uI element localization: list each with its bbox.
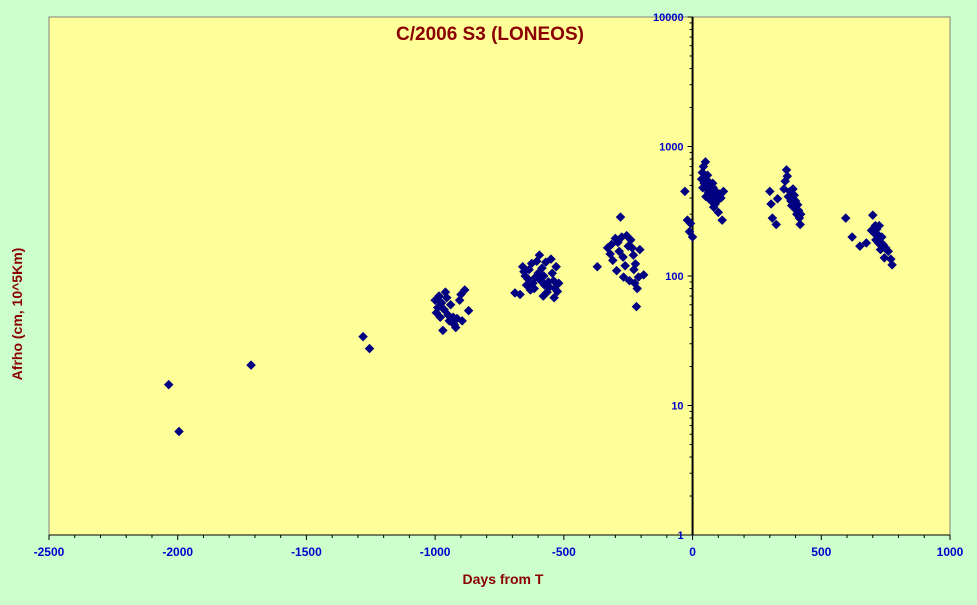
data-point: [717, 215, 728, 225]
y-tick-label: 10000: [653, 12, 684, 24]
data-point: [358, 331, 368, 342]
y-axis-label: Afrho (cm, 10^5Km): [9, 248, 25, 381]
data-point: [618, 272, 629, 282]
data-point: [445, 299, 456, 310]
data-point: [718, 186, 729, 197]
data-point: [883, 246, 894, 257]
data-point: [764, 186, 775, 197]
data-point: [611, 265, 622, 276]
data-point: [685, 218, 696, 229]
data-point: [874, 220, 885, 231]
data-point: [614, 246, 625, 257]
data-point: [463, 305, 474, 316]
data-point: [631, 301, 642, 312]
data-point: [687, 232, 698, 242]
data-point: [546, 254, 556, 264]
data-point: [450, 322, 461, 333]
data-point: [879, 253, 890, 263]
y-tick-label: 1000: [659, 142, 683, 154]
data-point: [867, 210, 878, 221]
plot-area: [48, 16, 951, 536]
data-point: [553, 278, 564, 289]
data-point: [618, 252, 628, 262]
y-tick-label: 100: [665, 271, 683, 283]
data-point: [767, 213, 778, 223]
data-point: [538, 271, 549, 281]
data-point: [435, 312, 446, 323]
data-point: [615, 212, 626, 222]
data-points: [163, 157, 897, 437]
data-point: [782, 171, 793, 182]
y-tick-label: 10: [671, 401, 683, 413]
y-tick-label: 1: [677, 530, 683, 542]
x-tick-label: 500: [811, 545, 831, 559]
chart-title: C/2006 S3 (LONEOS): [396, 24, 584, 45]
data-point: [861, 238, 872, 248]
x-tick-label: -2500: [34, 545, 65, 559]
data-point: [246, 360, 256, 370]
x-tick-label: -1500: [291, 545, 322, 559]
data-point: [840, 213, 851, 223]
x-tick-label: 1000: [937, 545, 964, 559]
x-tick-label: -1000: [420, 545, 451, 559]
data-point: [634, 244, 645, 255]
data-point: [515, 289, 525, 300]
data-point: [632, 283, 643, 294]
data-point: [438, 325, 448, 336]
data-point: [772, 193, 783, 204]
data-point: [529, 283, 540, 294]
y-axis: 1 10 100 1000 10000: [653, 12, 694, 542]
data-point: [679, 186, 690, 197]
x-axis-label: Days from T: [463, 571, 544, 587]
data-point: [522, 274, 533, 284]
data-point: [771, 219, 782, 230]
data-point: [766, 199, 776, 209]
data-point: [163, 379, 174, 390]
data-point: [700, 157, 711, 167]
x-tick-label: -2000: [162, 545, 193, 559]
data-point: [887, 259, 897, 270]
data-point: [549, 292, 559, 303]
data-point: [592, 261, 603, 272]
data-point: [847, 232, 858, 242]
data-point: [441, 292, 452, 303]
data-point: [628, 250, 639, 260]
data-point: [551, 261, 561, 272]
data-point: [795, 209, 806, 220]
data-point: [620, 260, 630, 271]
x-axis: -2500 -2000 -1500 -1000 -500 0 500 1000: [34, 534, 964, 559]
data-point: [855, 241, 865, 252]
data-point: [552, 286, 563, 297]
data-point: [459, 285, 470, 295]
data-point: [457, 316, 468, 326]
data-point: [434, 291, 444, 301]
data-point: [795, 219, 806, 230]
data-point: [638, 270, 649, 280]
data-point: [713, 207, 724, 218]
data-point: [537, 263, 547, 273]
x-tick-label: -500: [552, 545, 576, 559]
data-point: [630, 259, 641, 269]
x-tick-label: 0: [689, 545, 696, 559]
data-point: [174, 426, 184, 437]
data-point: [534, 250, 545, 260]
data-point: [364, 343, 375, 354]
data-point: [607, 255, 618, 266]
